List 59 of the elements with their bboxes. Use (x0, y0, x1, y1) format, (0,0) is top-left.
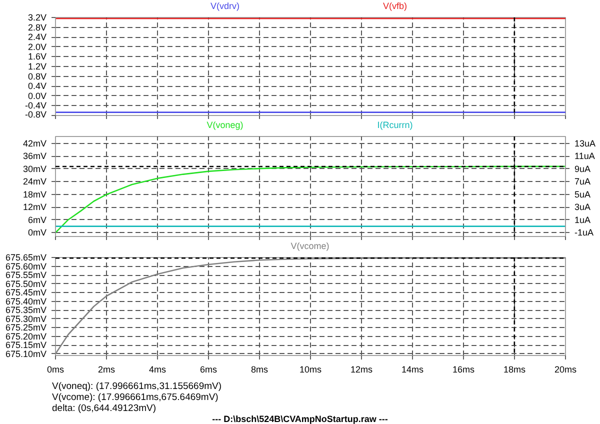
y-tick-label: 675.65mV (5, 252, 47, 262)
y-tick-label: 1.2V (28, 62, 46, 72)
y2-tick-label: -1uA (574, 228, 594, 238)
x-tick-label: 6ms (200, 364, 218, 374)
y2-tick-label: 1uA (574, 214, 591, 225)
y-tick-label: 24mV (22, 176, 47, 187)
y-tick-label: 2.4V (28, 32, 46, 42)
text: V(vcome): (17.996661ms,675.6469mV) (51, 392, 218, 403)
y-tick-label: 675.50mV (5, 278, 47, 289)
text: --- D:\bsch\524B\CVAmpNoStartup.raw --- (212, 414, 388, 424)
y-tick-label: 6mV (28, 214, 47, 225)
x-tick-label: 14ms (401, 364, 424, 374)
text: I(Rcurrn) (377, 120, 413, 131)
y2-tick-label: 9uA (574, 164, 591, 174)
y-tick-label: 3.2V (28, 12, 46, 22)
text: V(voneg) (206, 120, 244, 131)
x-tick-label: 8ms (251, 364, 268, 374)
y2-tick-label: 13uA (574, 138, 596, 149)
series-label: V(vfb) (382, 1, 408, 12)
text: delta: (0s,644.49123mV) (51, 403, 156, 414)
y2-tick-label: 7uA (574, 176, 591, 187)
y2-tick-label: 5uA (574, 189, 591, 200)
y-tick-label: 18mV (22, 189, 47, 200)
y-tick-label: 675.25mV (5, 322, 47, 332)
x-tick-label: 16ms (452, 364, 476, 374)
y-tick-label: -0.4V (24, 100, 47, 111)
y-tick-label: 675.55mV (5, 270, 47, 280)
x-tick-label: 4ms (149, 364, 166, 374)
y-tick-label: 12mV (22, 202, 47, 212)
y-tick-label: -0.8V (24, 110, 47, 120)
text: V(vdrv) (210, 1, 240, 12)
y-tick-label: 0.0V (28, 90, 46, 101)
y-tick-label: 675.60mV (5, 261, 47, 272)
text: V(voneq): (17.996661ms,31.155669mV) (51, 381, 222, 392)
y-tick-label: 675.10mV (5, 348, 47, 359)
y-tick-label: 36mV (22, 151, 47, 162)
y2-tick-label: 11uA (574, 151, 595, 162)
y-tick-label: 675.20mV (5, 331, 47, 342)
y-tick-label: 0.4V (28, 81, 46, 92)
y-tick-label: 675.40mV (5, 296, 47, 306)
x-tick-label: 20ms (554, 364, 578, 374)
y-tick-label: 30mV (22, 164, 47, 174)
y-tick-label: 1.6V (28, 52, 46, 62)
x-tick-label: 2ms (98, 364, 116, 374)
y-tick-label: 0mV (28, 228, 47, 238)
x-tick-label: 10ms (299, 364, 322, 374)
y-tick-label: 675.30mV (5, 314, 47, 324)
y-tick-label: 675.15mV (5, 340, 47, 350)
y2-tick-label: 3uA (574, 202, 591, 212)
y-tick-label: 675.45mV (5, 288, 47, 298)
y-tick-label: 0.8V (28, 71, 46, 82)
x-tick-label: 0ms (47, 364, 64, 374)
y-tick-label: 2.0V (28, 42, 46, 52)
y-tick-label: 2.8V (28, 22, 46, 32)
x-tick-label: 12ms (350, 364, 374, 374)
x-tick-label: 18ms (503, 364, 526, 374)
y-tick-label: 675.35mV (5, 305, 47, 315)
y-tick-label: 42mV (22, 138, 47, 149)
series-label: V(vcome) (290, 241, 330, 252)
